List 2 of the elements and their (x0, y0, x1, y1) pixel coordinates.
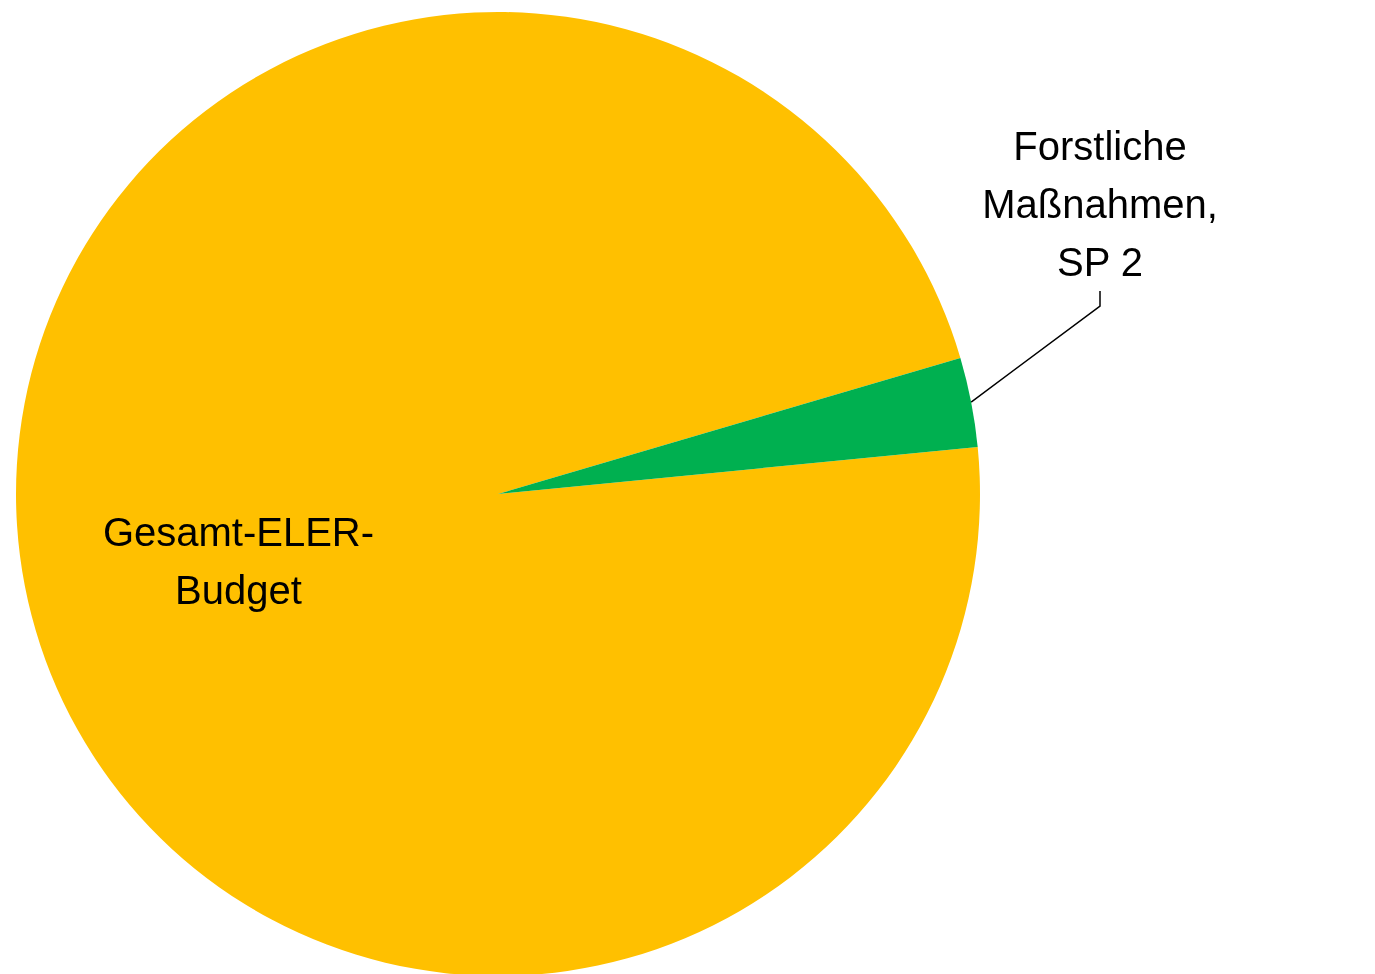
slice-label: Forstliche Maßnahmen, SP 2 (982, 124, 1218, 284)
slice-label: Gesamt-ELER- Budget (102, 509, 375, 612)
